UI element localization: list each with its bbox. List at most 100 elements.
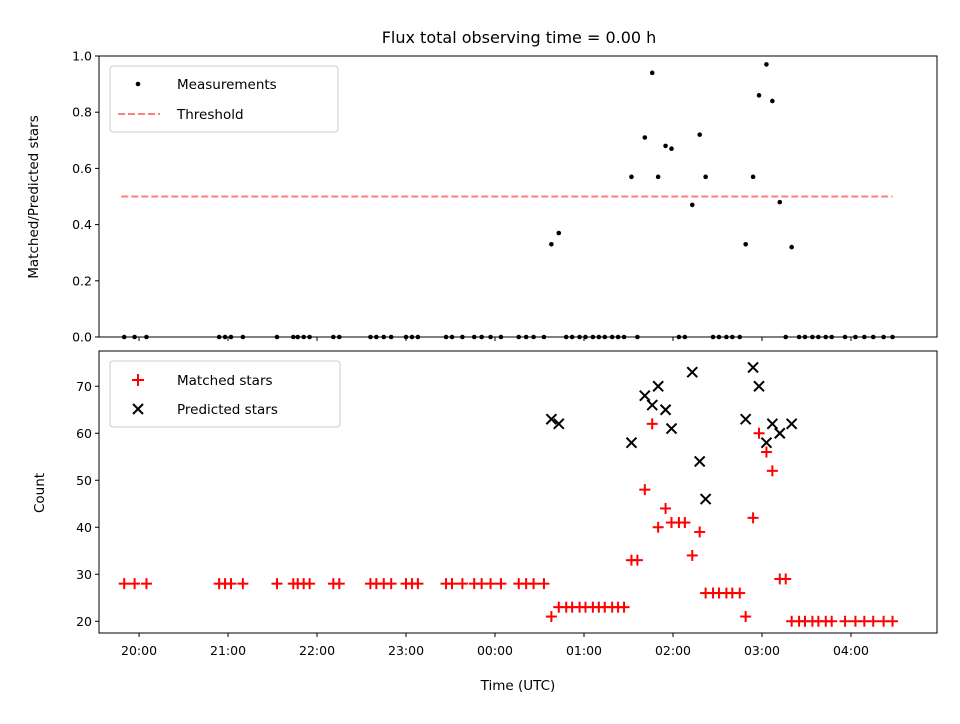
measurement-point: [853, 334, 858, 340]
measurement-point: [301, 334, 306, 340]
measurement-point: [409, 334, 415, 340]
y-tick-label: 0.0: [72, 330, 92, 345]
matched-star-point: [734, 587, 746, 599]
measurement-point: [541, 334, 547, 340]
measurement-point: [216, 334, 222, 340]
y-tick-label: 30: [76, 567, 92, 582]
measurement-point: [449, 334, 455, 340]
matched-star-point: [652, 521, 664, 533]
measurement-point: [810, 334, 815, 340]
measurement-point: [368, 334, 373, 340]
legend-label-threshold: Threshold: [176, 107, 244, 123]
predicted-star-point: [625, 436, 638, 449]
matched-star-point: [225, 578, 237, 590]
predicted-star-point: [785, 418, 798, 430]
measurement-point: [629, 174, 634, 180]
x-tick-label: 02:00: [655, 643, 691, 658]
matched-star-point: [646, 418, 658, 430]
y-tick-label: 60: [76, 426, 92, 441]
measurement-point: [823, 334, 829, 340]
matched-star-point: [686, 549, 698, 561]
top-legend-box: [109, 65, 339, 133]
matched-star-point: [129, 578, 141, 590]
predicted-star-point: [545, 413, 558, 425]
measurement-point: [577, 334, 582, 340]
measurement-point: [649, 70, 655, 76]
measurement-point: [682, 334, 688, 340]
top-legend: Measurements Threshold: [109, 65, 339, 133]
predicted-star-point: [639, 389, 651, 402]
predicted-star-point: [739, 413, 752, 425]
measurement-point: [870, 334, 876, 340]
measurement-point: [796, 334, 802, 340]
x-tick-label: 21:00: [210, 643, 246, 658]
top-x-ticks: [138, 337, 852, 341]
measurement-point: [295, 334, 301, 340]
predicted-star-point: [760, 436, 773, 449]
measurement-point: [563, 334, 569, 340]
matched-star-point: [766, 465, 778, 477]
measurement-point: [415, 334, 421, 340]
matched-star-point: [631, 554, 643, 566]
measurement-point: [881, 334, 886, 340]
measurement-point: [307, 334, 312, 340]
predicted-star-point: [652, 380, 664, 392]
measurement-point: [596, 334, 602, 340]
measurement-point: [443, 334, 449, 340]
y-tick-label: 0.4: [72, 217, 92, 232]
measurement-point: [816, 334, 821, 340]
measurement-point: [388, 334, 394, 340]
measurement-point: [523, 334, 529, 340]
measurement-point: [228, 334, 234, 340]
measurement-point: [240, 334, 246, 340]
predicted-star-point: [665, 422, 678, 435]
measurement-point: [615, 334, 621, 340]
predicted-star-point: [693, 455, 706, 468]
measurement-point: [331, 334, 336, 340]
x-tick-label: 23:00: [388, 643, 424, 658]
measurement-point: [144, 334, 149, 340]
measurement-point: [716, 334, 722, 340]
measurement-point: [655, 174, 661, 180]
predicted-star-point: [659, 404, 672, 416]
measurement-point: [710, 334, 716, 340]
top-y-ticks: 0.0 0.2 0.4 0.6 0.8 1.0: [72, 49, 99, 345]
legend-label-matched-stars: Matched stars: [177, 373, 273, 389]
measurement-point: [777, 199, 783, 205]
predicted-star-point: [774, 427, 786, 439]
measurement-point: [663, 143, 668, 149]
matched-star-point: [528, 578, 540, 590]
measurement-point: [531, 334, 536, 340]
measurement-point: [862, 334, 867, 340]
y-tick-label: 1.0: [72, 49, 92, 64]
predicted-star-point: [699, 493, 712, 505]
measurement-point: [635, 334, 640, 340]
predicted-star-point: [766, 418, 779, 430]
matched-star-point: [780, 573, 792, 585]
predicted-star-point: [753, 380, 765, 392]
matched-star-point: [304, 578, 316, 590]
measurement-point: [697, 132, 702, 137]
matched-star-point: [333, 578, 345, 590]
bottom-legend: Matched stars Predicted stars: [109, 360, 341, 428]
x-tick-label: 04:00: [833, 643, 869, 658]
matched-star-point: [118, 578, 130, 590]
matched-star-point: [679, 517, 691, 529]
measurement-point: [802, 334, 808, 340]
matched-star-point: [740, 611, 752, 623]
bottom-panel: 20 30 40 50 60 70 20:00 21:00 22:00 23:00 00:00 01…: [32, 350, 938, 694]
measurement-point: [890, 334, 895, 340]
legend-marker-predicted-stars: [132, 403, 144, 415]
legend-label-measurements: Measurements: [177, 77, 277, 93]
top-panel: 0.0 0.2 0.4 0.6 0.8 1.0 Matched/Predicted sta…: [26, 49, 938, 345]
measurement-point: [609, 334, 615, 340]
y-tick-label: 70: [76, 379, 92, 394]
bottom-x-ticks: 20:00 21:00 22:00 23:00 00:00 01:00 02:00 03:00…: [121, 633, 869, 658]
y-tick-label: 0.8: [72, 105, 92, 120]
measurement-point: [556, 230, 562, 236]
measurement-point: [569, 334, 575, 340]
matched-star-point: [826, 615, 838, 627]
measurement-point: [724, 334, 729, 340]
measurement-point: [471, 334, 477, 340]
measurement-point: [222, 334, 228, 340]
